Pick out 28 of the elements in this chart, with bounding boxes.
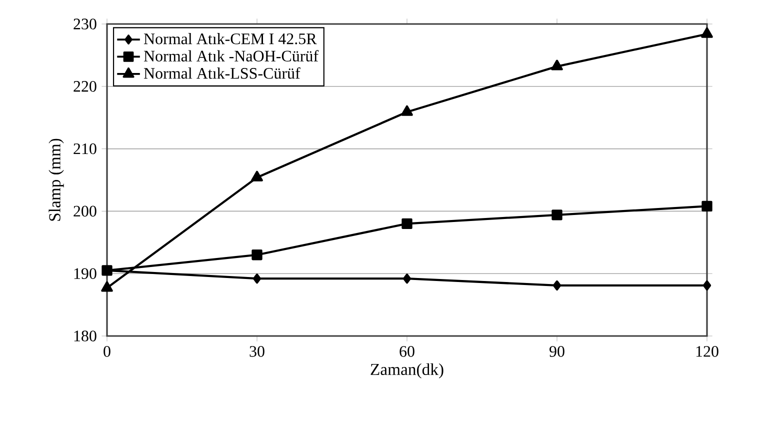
y-tick-label: 180 [74,330,96,342]
y-tick-label: 220 [74,81,96,92]
point [702,200,712,212]
point [702,280,712,291]
point [252,250,262,260]
x-tick-label: 90 [550,346,564,357]
point [701,27,713,38]
y-tick-label: 230 [74,18,96,30]
x-tick-label: 120 [696,346,718,357]
point [552,280,562,291]
x-tick-label: 60 [400,346,414,357]
x-tick-label: 0 [104,346,110,357]
point [551,60,563,70]
point [252,274,262,284]
x-axis-title: Zaman(dk) [370,363,444,378]
x-tick-label: 30 [250,346,264,357]
y-tick-label: 200 [74,206,96,217]
legend-label: Normal Atık-LSS-Cürüf [144,67,300,79]
legend-label: Normal Atık-CEM I 42.5R [144,32,317,44]
legend-label: Normal Atık -NaOH-Cürüf [144,50,319,62]
y-tick-label: 190 [74,268,96,279]
y-axis-title: Slamp (mm) [48,138,64,221]
point [402,218,412,230]
point [552,210,562,220]
point [251,170,263,182]
point [402,274,412,284]
y-tick-label: 210 [74,143,96,154]
point [401,105,413,116]
